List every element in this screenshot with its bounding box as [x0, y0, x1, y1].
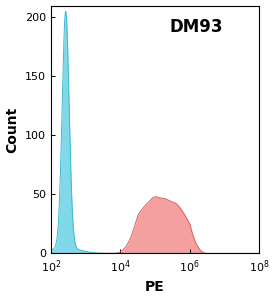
Y-axis label: Count: Count: [6, 106, 20, 153]
X-axis label: PE: PE: [145, 280, 165, 294]
Text: DM93: DM93: [170, 18, 224, 36]
